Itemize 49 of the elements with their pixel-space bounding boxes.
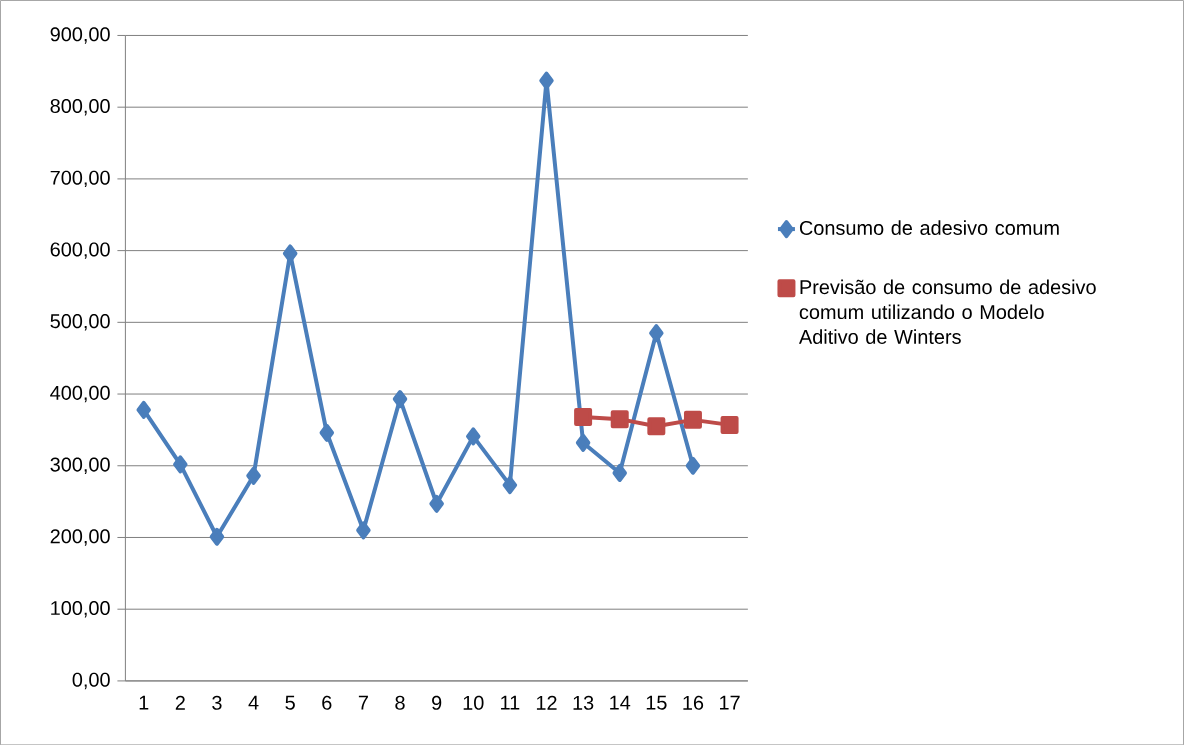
point	[209, 527, 225, 546]
x-tick-label: 11	[501, 695, 520, 710]
x-tick-label: 16	[683, 695, 704, 710]
point	[319, 423, 335, 442]
point	[392, 389, 408, 408]
point	[685, 456, 701, 475]
x-tick-label: 10	[463, 695, 484, 710]
x-tick-label: 3	[212, 695, 222, 710]
x-tick-label: 7	[358, 695, 368, 710]
x-tick-label: 9	[432, 695, 442, 710]
y-tick-label: 900,00	[50, 27, 110, 44]
x-tick-label: 6	[322, 695, 332, 710]
legend-label: Previsão de consumo de adesivo comum utilizando o Modelo Aditivo de Winters	[798, 279, 1096, 344]
y-tick-label: 100,00	[51, 600, 110, 618]
point	[136, 400, 151, 419]
y-tick-label: 0,00	[72, 672, 110, 689]
point	[647, 417, 666, 436]
point	[356, 521, 371, 540]
x-tick-label: 17	[720, 695, 740, 710]
x-tick-label: 12	[536, 695, 557, 710]
point	[502, 475, 518, 494]
x-tick-label: 4	[248, 695, 259, 710]
x-tick-label: 1	[139, 695, 149, 710]
point	[649, 323, 664, 342]
y-tick-label: 800,00	[50, 98, 110, 116]
y-tick-label: 400,00	[50, 385, 110, 403]
point	[173, 455, 188, 474]
x-tick-label: 13	[573, 695, 594, 710]
point	[683, 410, 702, 429]
point	[429, 494, 444, 513]
x-tick-label: 14	[610, 695, 631, 710]
point	[720, 415, 739, 434]
point	[610, 409, 629, 428]
x-tick-label: 2	[175, 695, 185, 710]
point	[246, 466, 261, 485]
x-tick-label: 5	[285, 695, 295, 710]
y-tick-label: 600,00	[50, 242, 110, 259]
point	[466, 427, 481, 446]
y-tick-label: 200,00	[50, 529, 110, 546]
y-tick-label: 500,00	[50, 313, 110, 331]
point	[539, 71, 554, 90]
y-tick-label: 300,00	[50, 457, 110, 474]
point	[574, 407, 593, 426]
x-tick-label: 8	[395, 695, 405, 710]
x-tick-label: 15	[646, 695, 667, 710]
point	[612, 463, 627, 482]
y-tick-label: 700,00	[50, 170, 110, 187]
point	[575, 433, 591, 452]
legend-label: Consumo de adesivo comum	[799, 220, 1059, 235]
